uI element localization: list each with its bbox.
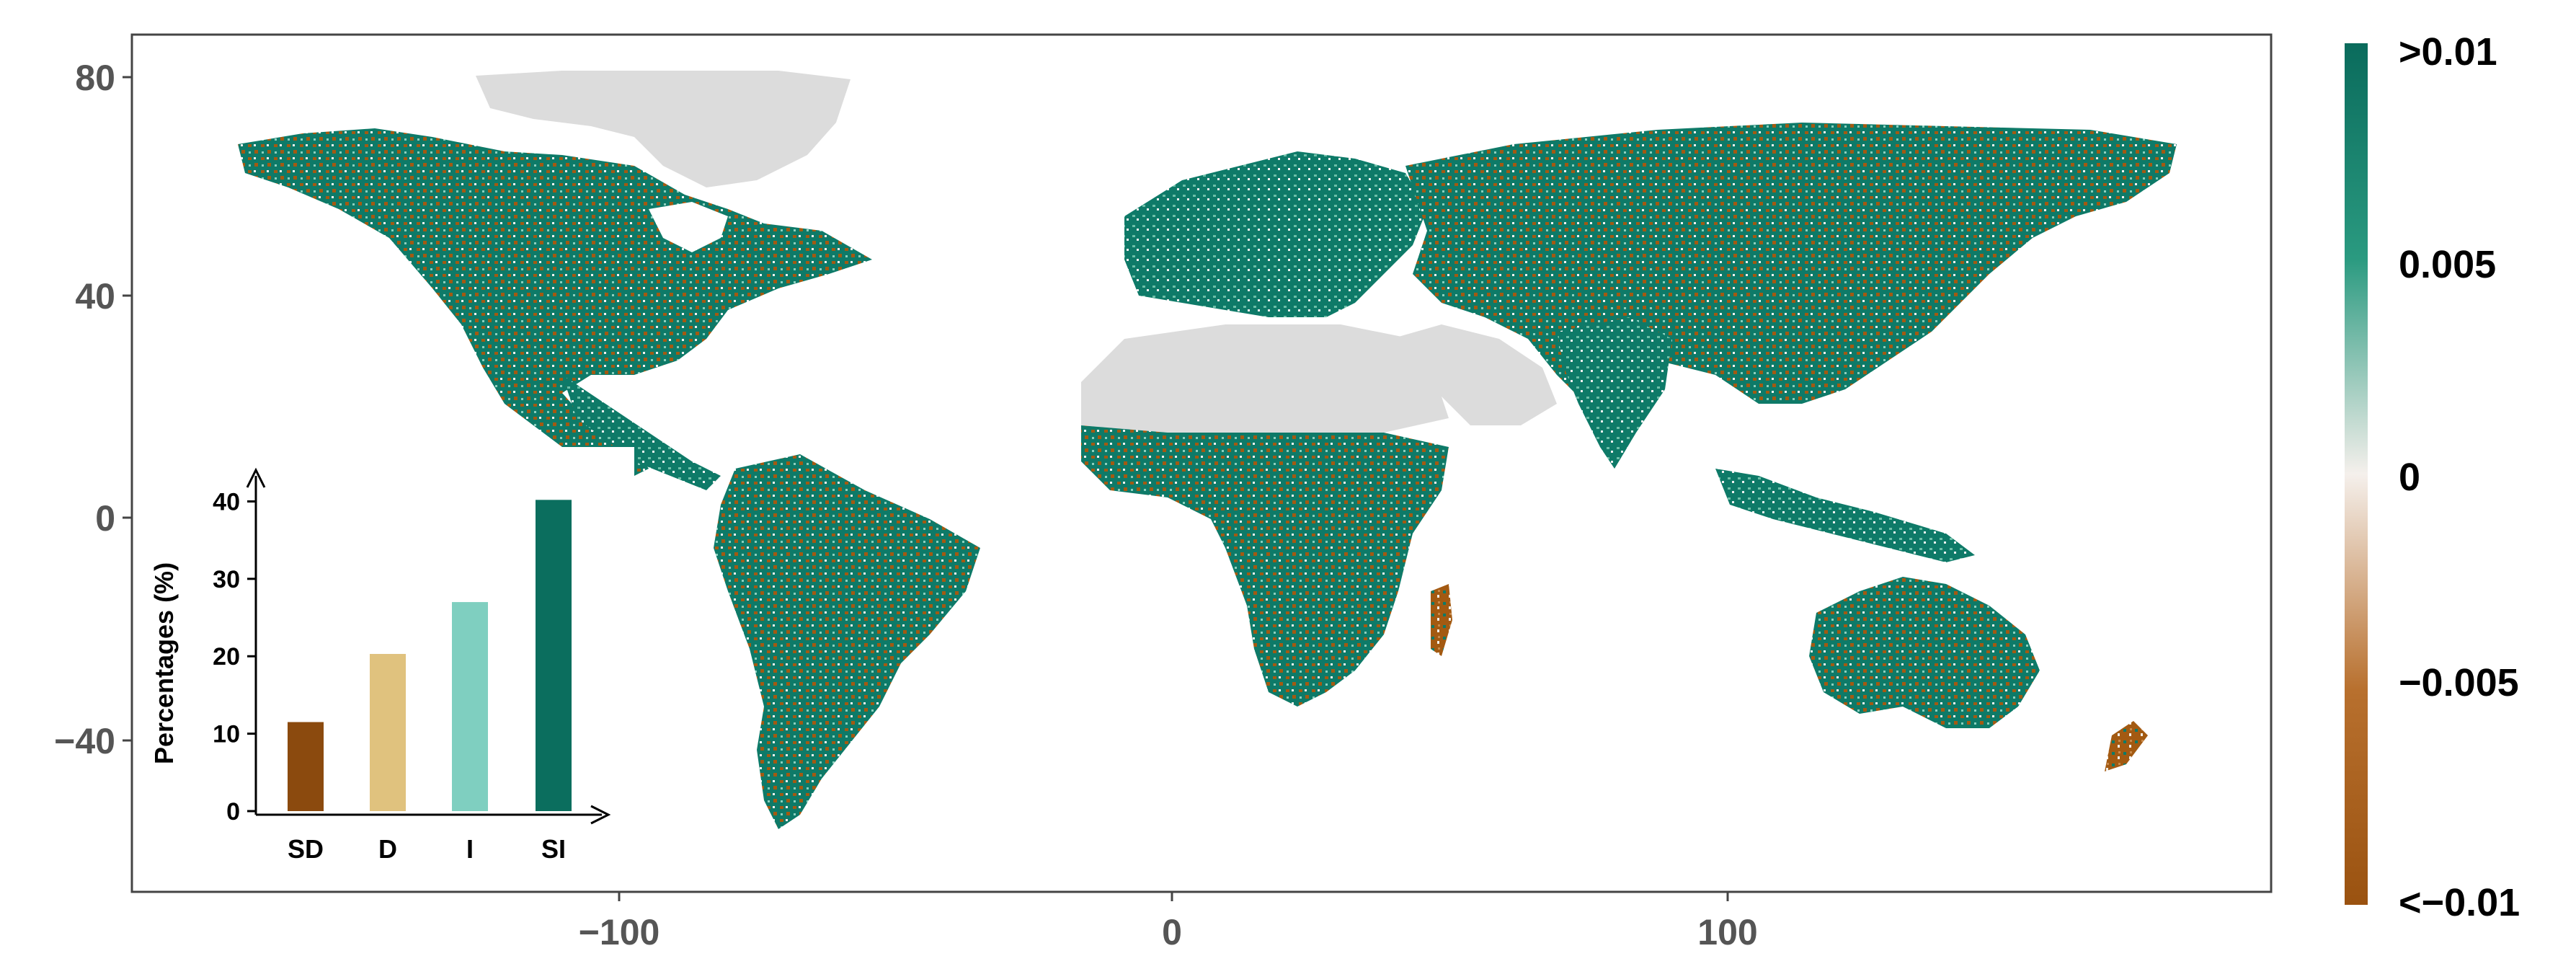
inset-y-axis-label: Percentages (%) bbox=[149, 562, 179, 764]
inset-y-tick-label: 10 bbox=[213, 721, 240, 748]
europe bbox=[1124, 151, 1427, 317]
land-masses bbox=[238, 71, 2177, 829]
x-tick-label: 0 bbox=[1162, 912, 1182, 952]
x-tick-label: −100 bbox=[579, 912, 660, 952]
inset-y-tick-label: 40 bbox=[213, 488, 240, 516]
inset-bar-d bbox=[370, 654, 406, 811]
legend-label-zero: 0 bbox=[2399, 456, 2420, 499]
australia bbox=[1809, 577, 2040, 728]
legend-label-mid-low: −0.005 bbox=[2399, 661, 2519, 704]
inset-y-tick-label: 20 bbox=[213, 643, 240, 671]
inset-y-ticks: 0 10 20 30 40 bbox=[213, 488, 256, 826]
x-tick-label: 100 bbox=[1697, 912, 1757, 952]
map-axes: −100 0 100 80 40 0 −40 bbox=[54, 58, 1758, 952]
inset-y-tick-label: 0 bbox=[226, 798, 240, 826]
greenland bbox=[476, 71, 850, 187]
new-zealand bbox=[2105, 721, 2148, 771]
y-tick-label: 40 bbox=[75, 276, 115, 317]
legend-label-max: >0.01 bbox=[2399, 30, 2497, 74]
africa-sahara bbox=[1081, 324, 1449, 433]
inset-category-label: D bbox=[378, 834, 397, 864]
inset-bar-si bbox=[536, 500, 572, 811]
inset-category-label: SD bbox=[288, 834, 324, 864]
inset-category-label: I bbox=[466, 834, 474, 864]
inset-bar-i bbox=[452, 602, 488, 811]
se-asia-islands bbox=[1715, 469, 1975, 562]
inset-x-axis-arrow bbox=[590, 805, 611, 825]
inset-y-axis-arrow bbox=[246, 467, 266, 488]
y-tick-label: 80 bbox=[75, 58, 115, 98]
africa-sub-sahara bbox=[1081, 425, 1449, 707]
central-america bbox=[562, 375, 721, 490]
inset-category-label: SI bbox=[541, 834, 566, 864]
madagascar bbox=[1431, 584, 1452, 656]
hudson-bay bbox=[649, 202, 728, 252]
y-tick-label: −40 bbox=[54, 721, 115, 761]
inset-bars: SD D I SI bbox=[288, 500, 572, 864]
arabia bbox=[1391, 324, 1557, 425]
south-america bbox=[714, 454, 980, 829]
y-tick-label: 0 bbox=[95, 498, 115, 539]
inset-bar-sd bbox=[288, 722, 324, 811]
legend-label-min: <−0.01 bbox=[2399, 881, 2520, 924]
inset-bar-chart: Percentages (%) 0 10 20 30 40 SD D I SI bbox=[137, 447, 634, 887]
color-legend: >0.01 0.005 0 −0.005 <−0.01 bbox=[2345, 30, 2520, 924]
legend-label-mid-high: 0.005 bbox=[2399, 243, 2496, 286]
legend-colorbar bbox=[2345, 43, 2368, 905]
inset-y-tick-label: 30 bbox=[213, 566, 240, 593]
india bbox=[1557, 317, 1672, 469]
